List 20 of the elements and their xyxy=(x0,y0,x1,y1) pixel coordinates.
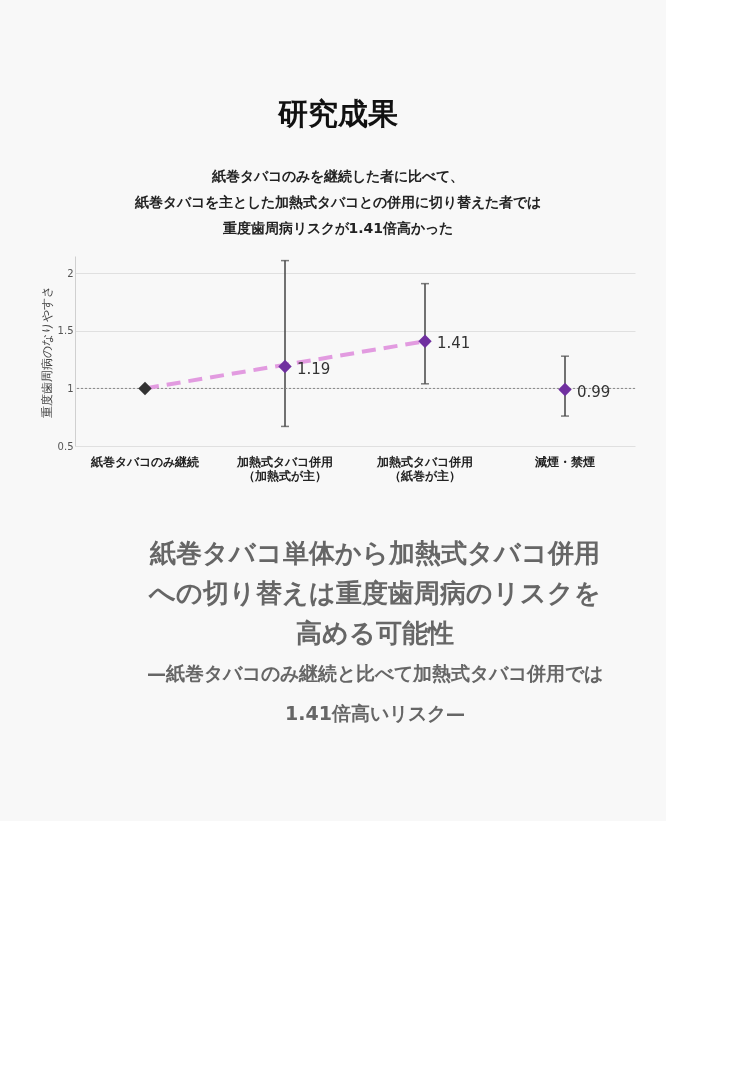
x-tick-label: 紙巻タバコのみ継続 xyxy=(90,454,199,469)
chart-subtitle: 紙巻タバコのみを継続した者に比べて、紙巻タバコを主とした加熱式タバコとの併用に切り替えた者では重度歯周病リスクが1.41倍高かった xyxy=(133,168,541,236)
data-label: 1.41 xyxy=(437,334,471,353)
x-tick-label: 加熱式タバコ併用（紙巻が主） xyxy=(376,454,473,483)
y-tick-label: 0.5 xyxy=(57,440,74,452)
x-tick-label: 加熱式タバコ併用（加熱式が主） xyxy=(236,454,333,483)
y-axis-title: 重度歯周病のなりやすさ xyxy=(39,285,54,418)
data-label: 1.19 xyxy=(297,359,331,378)
point xyxy=(278,359,292,374)
y-tick-label: 2 xyxy=(67,267,74,279)
point xyxy=(418,334,432,348)
point xyxy=(138,381,152,396)
chart-title: 研究成果 xyxy=(276,96,398,131)
x-tick-label: 減煙・禁煙 xyxy=(534,454,595,469)
point xyxy=(558,382,572,397)
data-label: 0.99 xyxy=(577,382,611,401)
text: 紙巻タバコ単体から加熱式タバコ併用への切り替えは重度歯周病のリスクを高める可能性 xyxy=(148,538,601,648)
text: —紙巻タバコのみ継続と比べて加熱式タバコ併用では1.41倍高いリスク— xyxy=(147,662,603,724)
y-tick-label: 1.5 xyxy=(57,325,74,337)
y-tick-label: 1 xyxy=(67,382,74,394)
